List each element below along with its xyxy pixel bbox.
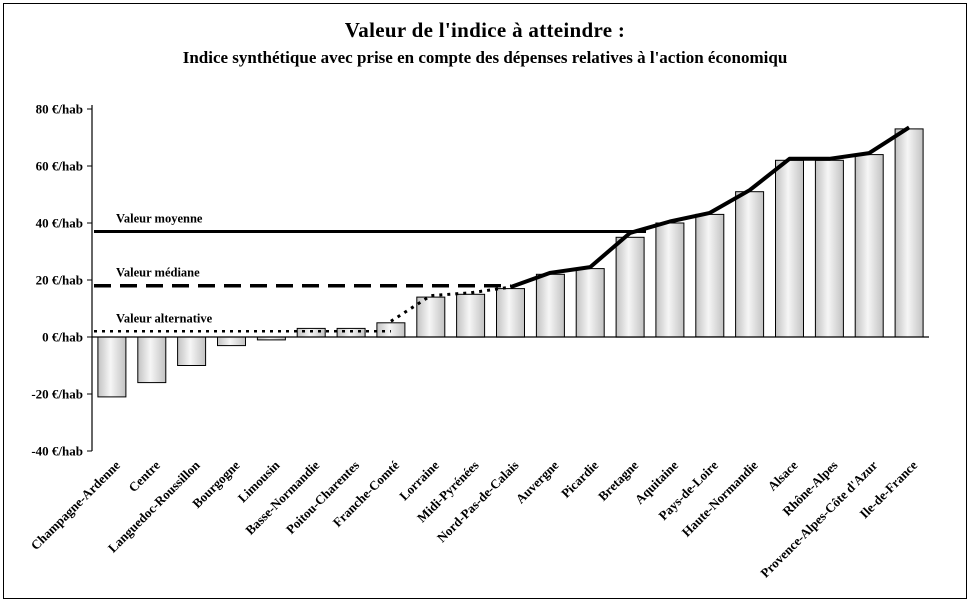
x-axis-label: Champagne-Ardenne — [28, 457, 124, 553]
bar — [814, 159, 844, 338]
y-axis-label: 80 €/hab — [36, 102, 83, 117]
y-axis-label: -20 €/hab — [31, 387, 83, 402]
curve-solid-segment — [509, 125, 911, 289]
chart-frame: Valeur de l'indice à atteindre : Indice … — [3, 3, 967, 599]
bar — [535, 273, 565, 338]
bar — [456, 293, 486, 338]
y-axis-label: 0 €/hab — [42, 330, 83, 345]
bar — [735, 191, 765, 338]
reference-line-label: Valeur alternative — [116, 311, 213, 325]
bar — [695, 213, 725, 338]
chart-canvas: 80 €/hab 60 €/hab 40 €/hab 20 €/hab 0 €/hab -… — [28, 102, 929, 581]
reference-line-label: Valeur moyenne — [116, 212, 203, 226]
bar — [615, 236, 645, 338]
bar — [217, 336, 246, 347]
y-axis-label: 20 €/hab — [36, 273, 83, 288]
bar — [137, 336, 167, 384]
y-axis-label: 40 €/hab — [36, 216, 83, 231]
chart-title: Valeur de l'indice à atteindre : — [344, 18, 626, 42]
curve-dotted-segment — [390, 285, 511, 323]
bar — [296, 327, 326, 338]
bar — [894, 128, 924, 338]
x-axis-label: Poitou-Charentes — [283, 458, 362, 537]
x-axis-label: Haute-Normandie — [679, 457, 761, 539]
bar — [655, 222, 685, 338]
bar — [97, 336, 127, 398]
y-axis-label: -40 €/hab — [31, 444, 83, 459]
chart-subtitle: Indice synthétique avec prise en compte … — [182, 48, 788, 67]
bar — [416, 296, 446, 338]
bar — [854, 154, 884, 338]
y-axis-label: 60 €/hab — [36, 159, 83, 174]
bar — [575, 268, 605, 338]
bar — [775, 159, 804, 338]
bar — [376, 322, 406, 338]
bar — [496, 288, 525, 338]
reference-line-label: Valeur médiane — [116, 266, 200, 280]
x-axis-label: Auvergne — [513, 457, 562, 506]
x-axis-label: Alsace — [764, 457, 800, 493]
bar — [336, 327, 366, 338]
x-axis-label: Centre — [125, 457, 163, 495]
bar — [177, 336, 207, 366]
